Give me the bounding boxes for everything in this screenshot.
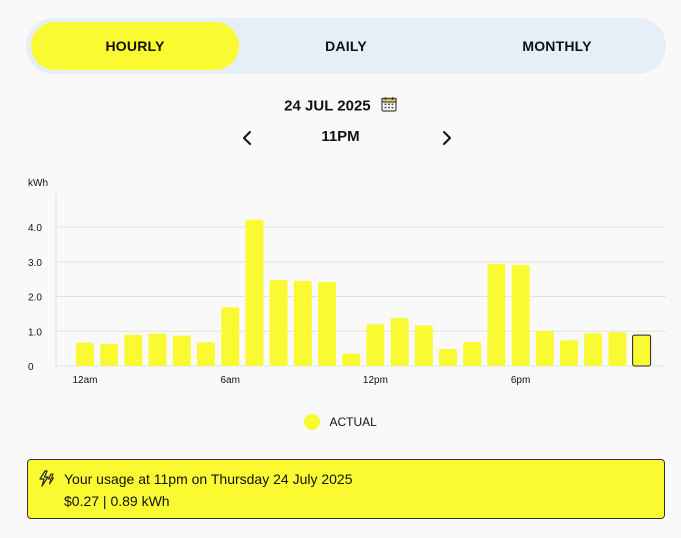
legend-label-actual: ACTUAL bbox=[329, 415, 377, 429]
y-tick-label: 1.0 bbox=[28, 327, 42, 338]
previous-hour-button[interactable] bbox=[240, 130, 254, 146]
x-tick-label: 6am bbox=[220, 375, 239, 386]
usage-cost-and-energy: $0.27 | 0.89 kWh bbox=[64, 493, 170, 509]
bar-12pm[interactable] bbox=[366, 324, 385, 366]
chart-legend: ACTUAL bbox=[0, 414, 681, 430]
bar-2pm[interactable] bbox=[414, 325, 433, 366]
bar-4pm[interactable] bbox=[463, 342, 482, 366]
x-tick-label: 12am bbox=[72, 375, 97, 386]
chevron-left-icon bbox=[243, 131, 251, 145]
y-tick-label: 2.0 bbox=[28, 293, 42, 304]
usage-description: Your usage at 11pm on Thursday 24 July 2… bbox=[64, 471, 353, 487]
selected-hour: 11PM bbox=[321, 128, 360, 145]
calendar-icon[interactable] bbox=[381, 96, 397, 116]
chevron-right-icon bbox=[443, 131, 451, 145]
date-selector: 24 JUL 2025 bbox=[0, 96, 681, 116]
y-tick-label: 3.0 bbox=[28, 258, 42, 269]
hourly-usage-chart: kWh 0 1.0 2.0 3.0 4.0 12am 6am 12pm 6pm bbox=[28, 178, 666, 386]
bar-1pm[interactable] bbox=[390, 318, 409, 366]
tab-daily[interactable]: DAILY bbox=[325, 38, 367, 54]
bar-4am[interactable] bbox=[172, 335, 191, 366]
bar-2am[interactable] bbox=[124, 334, 143, 366]
bar-8pm[interactable] bbox=[560, 340, 578, 366]
y-tick-label: 0 bbox=[28, 362, 34, 373]
bar-9pm[interactable] bbox=[584, 333, 603, 366]
y-tick-label: 4.0 bbox=[28, 223, 42, 234]
lightning-icon bbox=[38, 470, 56, 493]
bar-6am[interactable] bbox=[221, 307, 240, 366]
bar-3pm[interactable] bbox=[439, 348, 457, 366]
bar-6pm[interactable] bbox=[511, 264, 530, 366]
hour-selector: 11PM bbox=[0, 126, 681, 150]
bar-3am[interactable] bbox=[148, 333, 167, 366]
usage-summary: Your usage at 11pm on Thursday 24 July 2… bbox=[27, 459, 665, 519]
bar-11pm[interactable] bbox=[632, 334, 652, 367]
bar-11am[interactable] bbox=[342, 353, 361, 366]
bar-7am[interactable] bbox=[245, 219, 264, 366]
bar-10pm[interactable] bbox=[608, 332, 627, 366]
x-tick-label: 12pm bbox=[363, 375, 388, 386]
bar-8am[interactable] bbox=[269, 280, 288, 366]
tab-hourly[interactable]: HOURLY bbox=[31, 22, 239, 70]
bar-5am[interactable] bbox=[197, 342, 215, 366]
bar-12am[interactable] bbox=[76, 342, 94, 366]
bar-1am[interactable] bbox=[100, 343, 119, 366]
view-tabs: HOURLY DAILY MONTHLY bbox=[26, 18, 666, 74]
x-tick-label: 6pm bbox=[511, 375, 530, 386]
y-axis-label: kWh bbox=[28, 178, 48, 189]
selected-date: 24 JUL 2025 bbox=[284, 97, 371, 115]
bar-5pm[interactable] bbox=[487, 263, 506, 366]
next-hour-button[interactable] bbox=[440, 130, 454, 146]
legend-swatch-actual bbox=[304, 414, 321, 430]
bar-9am[interactable] bbox=[293, 280, 312, 366]
bar-7pm[interactable] bbox=[535, 330, 554, 366]
tab-monthly[interactable]: MONTHLY bbox=[522, 38, 592, 54]
bar-10am[interactable] bbox=[318, 281, 336, 366]
